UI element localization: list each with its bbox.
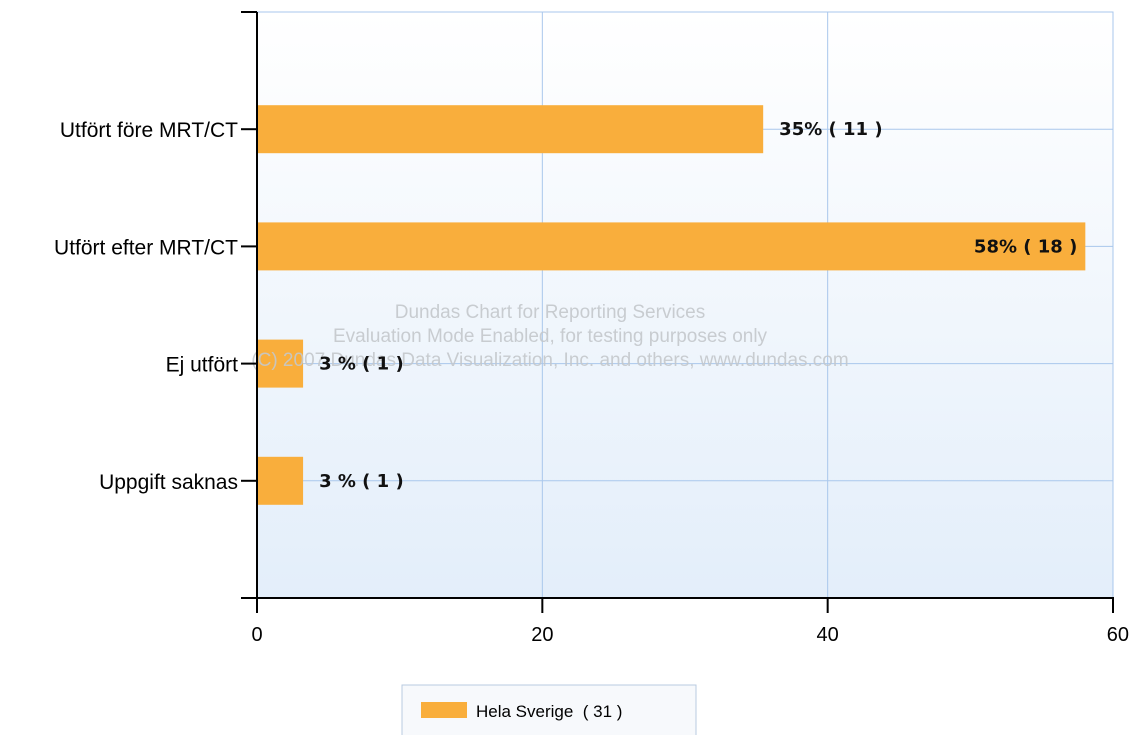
x-tick-labels: 0 20 40 60 [251, 624, 1129, 646]
data-label: 58% ( 18 ) [974, 236, 1077, 257]
watermark-line-3: (C) 2007 Dundas Data Visualization, Inc.… [251, 350, 848, 371]
bar [257, 456, 304, 505]
watermark-line-2: Evaluation Mode Enabled, for testing pur… [333, 326, 768, 347]
data-label: 3 % ( 1 ) [319, 354, 404, 375]
bar [257, 222, 1086, 271]
bar [257, 339, 304, 388]
legend: Hela Sverige ( 31 ) [401, 684, 697, 735]
x-tick-label: 20 [531, 624, 553, 646]
category-label: Ej utfört [166, 354, 239, 377]
category-label: Utfört före MRT/CT [60, 119, 238, 142]
data-labels: 35% ( 11 ) 58% ( 18 ) 3 % ( 1 ) 3 % ( 1 ) [319, 119, 1077, 492]
category-label: Utfört efter MRT/CT [54, 236, 238, 259]
bar [257, 105, 764, 154]
x-tick-label: 40 [817, 624, 839, 646]
legend-label: Hela Sverige ( 31 ) [476, 702, 622, 721]
x-tick-label: 60 [1107, 624, 1129, 646]
watermark: Dundas Chart for Reporting Services Eval… [251, 302, 848, 371]
category-labels: Utfört före MRT/CT Utfört efter MRT/CT Ej … [54, 119, 238, 494]
x-tick-label: 0 [251, 624, 262, 646]
data-label: 35% ( 11 ) [779, 119, 882, 140]
axes [241, 11, 1114, 613]
bars [257, 105, 1086, 505]
data-label: 3 % ( 1 ) [319, 471, 404, 492]
legend-swatch [421, 702, 467, 718]
category-label: Uppgift saknas [99, 471, 238, 494]
watermark-line-1: Dundas Chart for Reporting Services [395, 302, 705, 323]
